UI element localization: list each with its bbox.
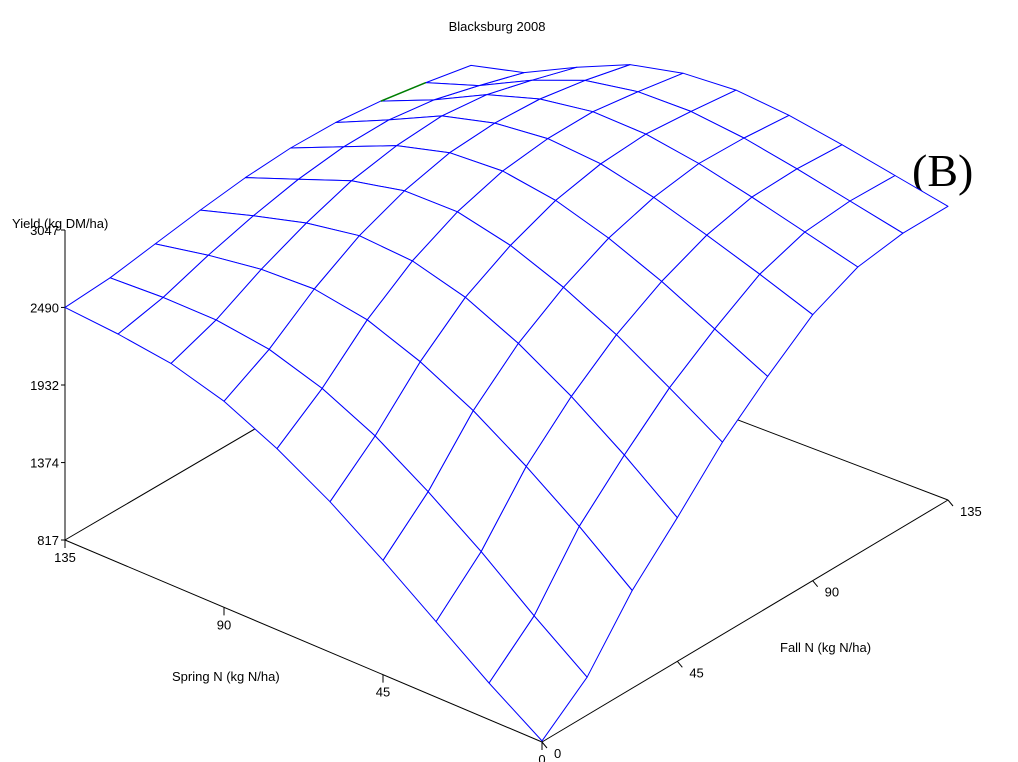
x-tick-label: 90 — [217, 617, 231, 632]
surface-mesh — [64, 64, 949, 742]
y-tick-label: 45 — [689, 665, 703, 680]
highlight-segment — [380, 81, 427, 102]
panel-label: (B) — [912, 145, 973, 196]
z-tick-label: 1374 — [30, 456, 59, 471]
z-tick-label: 3047 — [30, 223, 59, 238]
x-tick-label: 135 — [54, 550, 76, 565]
y-tick-label: 90 — [825, 585, 839, 600]
y-axis-line — [541, 499, 949, 743]
y-tick-label: 135 — [960, 504, 982, 519]
z-tick-label: 817 — [37, 533, 59, 548]
y-tick-mark — [676, 661, 683, 668]
y-axis-label: Fall N (kg N/ha) — [780, 640, 871, 655]
y-axis-ticks: 0 45 90 135 — [541, 499, 982, 761]
x-tick-label: 0 — [538, 752, 545, 762]
z-axis-ticks: 817 1374 1932 2490 3047 — [30, 223, 65, 548]
y-tick-mark — [812, 580, 819, 587]
y-tick-mark — [541, 741, 548, 749]
y-tick-mark — [947, 499, 954, 507]
chart-title: Blacksburg 2008 — [449, 19, 546, 34]
y-tick-label: 0 — [554, 746, 561, 761]
z-tick-label: 1932 — [30, 378, 59, 393]
x-axis-line — [64, 539, 543, 743]
surface-cell — [64, 277, 164, 335]
x-axis-label: Spring N (kg N/ha) — [172, 669, 280, 684]
z-axis-label: Yield (kg DM/ha) — [12, 216, 108, 231]
x-axis-ticks: 0 45 90 135 — [54, 540, 546, 762]
z-tick-label: 2490 — [30, 300, 59, 315]
x-tick-label: 45 — [376, 685, 390, 700]
